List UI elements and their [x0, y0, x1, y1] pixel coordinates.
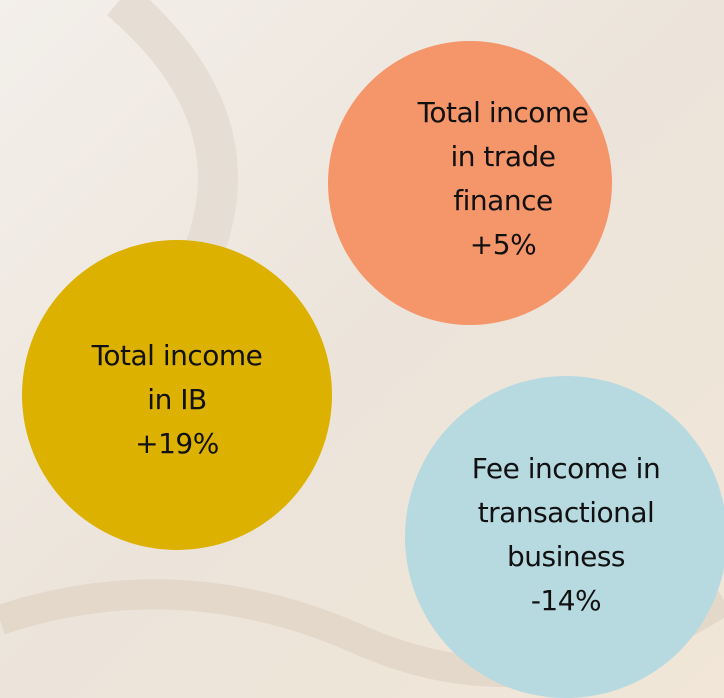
bubble-label: transactional [478, 496, 655, 529]
bubble-label: Fee income in [472, 452, 660, 485]
bubble-label: in IB [147, 383, 206, 416]
bubble-label: Total income [91, 339, 263, 372]
bubble-label: in trade [450, 140, 555, 173]
bubble [328, 41, 612, 325]
bubble [405, 376, 724, 698]
bubble-label: Total income [417, 96, 589, 129]
bubble-label: business [507, 540, 625, 573]
bubble-change: -14% [531, 584, 601, 617]
slide: Total income in trade finance +5% Total … [0, 0, 724, 698]
bubble-change: +19% [135, 427, 219, 460]
bubble-change: +5% [470, 228, 536, 261]
bubble-label: finance [453, 184, 552, 217]
